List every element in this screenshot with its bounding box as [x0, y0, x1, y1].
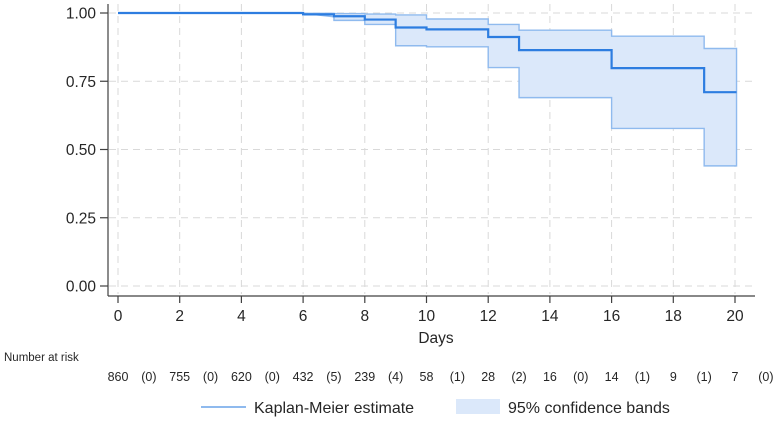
x-tick-label: 6: [299, 308, 308, 325]
risk-censored-count: (5): [326, 370, 341, 384]
x-tick-label: 18: [665, 308, 682, 325]
y-tick-label: 1.00: [66, 6, 97, 23]
x-tick-label: 10: [418, 308, 436, 325]
risk-censored-count: (0): [265, 370, 280, 384]
risk-count: 58: [420, 370, 434, 384]
risk-count: 432: [293, 370, 314, 384]
y-tick-label: 0.75: [66, 74, 96, 91]
risk-count: 14: [605, 370, 619, 384]
risk-count: 7: [732, 370, 739, 384]
risk-count: 860: [108, 370, 129, 384]
x-tick-label: 14: [541, 308, 559, 325]
x-tick-label: 8: [360, 308, 369, 325]
x-tick-label: 4: [237, 308, 246, 325]
risk-count: 9: [670, 370, 677, 384]
risk-censored-count: (0): [758, 370, 773, 384]
risk-table-label: Number at risk: [4, 352, 79, 364]
risk-censored-count: (0): [573, 370, 588, 384]
risk-censored-count: (1): [697, 370, 712, 384]
risk-count: 620: [231, 370, 252, 384]
x-tick-label: 2: [175, 308, 184, 325]
risk-count: 28: [481, 370, 495, 384]
risk-censored-count: (2): [511, 370, 526, 384]
x-tick-label: 12: [480, 308, 497, 325]
y-tick-label: 0.25: [66, 210, 96, 227]
y-tick-label: 0.50: [66, 142, 97, 159]
legend-band-swatch-icon: [456, 399, 500, 414]
confidence-band-area: [303, 12, 738, 167]
risk-count: 239: [354, 370, 375, 384]
x-tick-label: 0: [114, 308, 123, 325]
risk-count: 16: [543, 370, 557, 384]
risk-count: 755: [169, 370, 190, 384]
legend-label-km: Kaplan-Meier estimate: [254, 400, 414, 417]
risk-censored-count: (1): [450, 370, 465, 384]
x-tick-label: 16: [603, 308, 620, 325]
km-estimate-line: [118, 11, 737, 94]
risk-censored-count: (0): [203, 370, 218, 384]
legend-label-ci: 95% confidence bands: [508, 400, 670, 417]
y-tick-label: 0.00: [66, 279, 97, 296]
x-tick-label: 20: [726, 308, 744, 325]
risk-censored-count: (1): [635, 370, 650, 384]
risk-censored-count: (0): [141, 370, 156, 384]
risk-censored-count: (4): [388, 370, 403, 384]
x-axis-title: Days: [418, 330, 454, 347]
chart-legend: Kaplan-Meier estimate 95% confidence band…: [201, 399, 670, 417]
